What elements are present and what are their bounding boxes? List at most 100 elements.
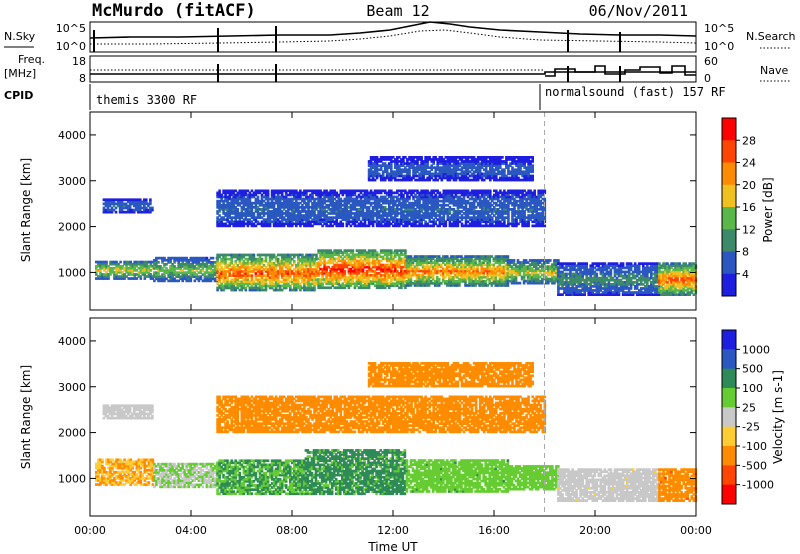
echo-cell xyxy=(258,222,262,226)
echo-cell xyxy=(347,272,351,275)
echo-cell xyxy=(289,218,292,221)
echo-cell xyxy=(407,265,411,269)
echo-cell xyxy=(291,212,294,215)
echo-cell xyxy=(276,263,280,267)
echo-cell xyxy=(670,289,673,292)
echo-cell xyxy=(385,278,389,281)
echo-cell xyxy=(189,279,193,283)
echo-cell xyxy=(668,289,671,292)
echo-cell xyxy=(419,263,423,267)
echo-cell xyxy=(650,289,653,292)
echo-cell xyxy=(363,286,367,290)
echo-cell xyxy=(307,195,310,199)
echo-cell xyxy=(141,271,145,274)
echo-cell xyxy=(385,276,389,279)
echo-cell xyxy=(571,268,574,272)
echo-cell xyxy=(425,277,429,281)
echo-cell xyxy=(173,267,176,270)
echo-cell xyxy=(359,286,363,290)
echo-cell xyxy=(644,274,647,278)
echo-cell xyxy=(347,261,351,265)
echo-cell xyxy=(246,199,250,203)
echo-cell xyxy=(688,283,691,286)
echo-cell xyxy=(625,280,629,284)
echo-cell xyxy=(220,284,223,288)
echo-cell xyxy=(579,293,582,296)
echo-cell xyxy=(293,218,296,221)
echo-cell xyxy=(450,271,453,275)
echo-cell xyxy=(355,282,359,285)
echo-cell xyxy=(218,253,221,257)
echo-cell xyxy=(242,280,246,284)
echo-cell xyxy=(147,260,151,264)
echo-cell xyxy=(209,269,213,272)
echo-cell xyxy=(129,269,132,272)
echo-cell xyxy=(407,259,411,263)
echo-cell xyxy=(287,276,290,279)
echo-cell xyxy=(147,266,151,270)
echo-cell xyxy=(565,268,568,272)
echo-cell xyxy=(555,277,558,281)
echo-cell xyxy=(268,272,272,275)
echo-cell xyxy=(341,269,345,273)
echo-cell xyxy=(565,291,568,294)
echo-cell xyxy=(244,268,248,271)
echo-cell xyxy=(656,289,659,292)
echo-cell xyxy=(329,251,332,254)
echo-cell xyxy=(157,275,160,279)
echo-cell xyxy=(284,195,288,199)
echo-cell xyxy=(274,255,278,259)
echo-cell xyxy=(448,271,451,275)
echo-cell xyxy=(668,287,671,290)
echo-cell xyxy=(405,255,409,258)
echo-cell xyxy=(254,218,258,221)
echo-cell xyxy=(543,263,546,266)
echo-cell xyxy=(488,282,491,285)
echo-cell xyxy=(534,261,538,264)
echo-cell xyxy=(226,214,229,217)
echo-cell xyxy=(619,287,623,290)
echo-cell xyxy=(347,206,351,209)
echo-cell xyxy=(577,268,580,272)
echo-cell xyxy=(660,293,663,296)
echo-cell xyxy=(361,206,365,209)
echo-cell xyxy=(129,277,132,280)
echo-cell xyxy=(252,286,256,290)
echo-cell xyxy=(218,201,221,205)
echo-cell xyxy=(147,271,151,274)
echo-cell xyxy=(313,284,316,288)
echo-cell xyxy=(319,259,322,263)
echo-cell xyxy=(648,289,651,292)
echo-cell xyxy=(238,197,242,201)
echo-cell xyxy=(392,255,395,259)
echo-cell xyxy=(264,220,268,224)
echo-cell xyxy=(363,251,367,254)
echo-cell xyxy=(216,191,219,195)
echo-cell xyxy=(538,265,542,268)
echo-cell xyxy=(303,257,306,261)
echo-cell xyxy=(357,276,361,279)
echo-cell xyxy=(95,266,98,270)
echo-cell xyxy=(256,280,260,284)
echo-cell xyxy=(536,261,540,264)
echo-cell xyxy=(137,260,141,264)
echo-cell xyxy=(104,202,108,206)
echo-cell xyxy=(228,197,231,201)
echo-cell xyxy=(425,267,429,271)
echo-cell xyxy=(321,269,324,273)
echo-cell xyxy=(466,267,469,271)
echo-cell xyxy=(567,262,570,265)
echo-cell xyxy=(490,277,494,281)
echo-cell xyxy=(402,282,405,285)
echo-cell xyxy=(500,255,504,258)
echo-cell xyxy=(113,260,116,264)
echo-cell xyxy=(599,280,603,284)
echo-cell xyxy=(482,284,485,287)
echo-cell xyxy=(361,218,365,221)
echo-cell xyxy=(361,199,365,203)
echo-cell xyxy=(496,282,500,285)
echo-cell xyxy=(569,291,572,294)
echo-cell xyxy=(242,218,246,221)
echo-cell xyxy=(102,208,106,212)
echo-cell xyxy=(488,271,491,275)
